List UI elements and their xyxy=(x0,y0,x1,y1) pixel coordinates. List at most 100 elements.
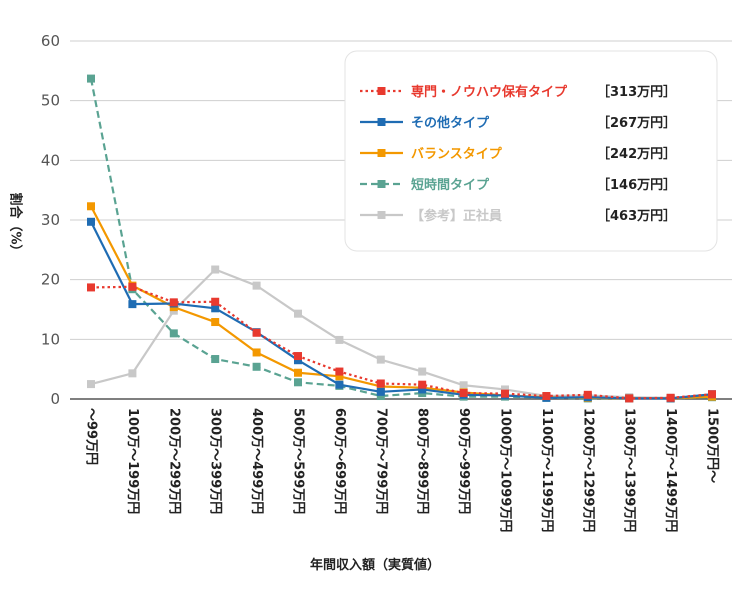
data-point xyxy=(666,393,675,402)
x-tick-label: 800万～899万円 xyxy=(415,408,430,514)
x-axis-title: 年間収入額（実質値） xyxy=(310,557,440,573)
data-point xyxy=(252,281,261,290)
data-point xyxy=(376,387,385,396)
data-point xyxy=(87,283,95,292)
legend-items: 専門・ノウハウ保有タイプ ［313万円］ その他タイプ ［267万円］ バランスタイプ ［… xyxy=(360,84,676,224)
data-point xyxy=(335,367,344,376)
data-point xyxy=(459,381,468,390)
x-tick-label: 600万～699万円 xyxy=(332,408,347,514)
legend-value: ［463万円］ xyxy=(597,208,676,224)
series-0 xyxy=(87,282,716,403)
y-tick-label: 10 xyxy=(41,330,60,348)
data-point xyxy=(87,380,95,389)
y-tick-label: 20 xyxy=(41,271,60,289)
legend-swatch-marker xyxy=(377,118,386,126)
data-point xyxy=(87,202,95,211)
x-tick-label: 100万～199万円 xyxy=(125,408,140,514)
x-tick-label: 1000万～1099万円 xyxy=(498,408,513,532)
data-point xyxy=(169,329,178,338)
legend-swatch-marker xyxy=(377,180,386,188)
x-tick-label: 200万～299万円 xyxy=(166,408,181,514)
data-point xyxy=(128,282,137,291)
data-point xyxy=(211,265,220,274)
data-point xyxy=(459,389,468,398)
data-point xyxy=(335,335,344,344)
data-point xyxy=(335,380,344,389)
data-point xyxy=(252,328,261,337)
data-point xyxy=(128,369,137,378)
legend-label: 専門・ノウハウ保有タイプ xyxy=(411,84,568,100)
legend-label: バランスタイプ xyxy=(411,147,503,162)
series-line xyxy=(90,285,713,400)
x-tick-label: 300万～399万円 xyxy=(208,408,223,514)
legend-swatch-marker xyxy=(377,87,386,95)
y-tick-label: 30 xyxy=(41,211,60,229)
legend-item: バランスタイプ ［242万円］ xyxy=(360,146,676,162)
legend-value: ［146万円］ xyxy=(597,177,676,193)
data-point xyxy=(294,368,302,377)
y-axis-ticks: 0 10 20 30 40 50 60 xyxy=(41,32,60,408)
data-point xyxy=(376,392,385,401)
x-axis-ticks: ～99万円 100万～199万円 200万～299万円 300万～399万円 400万～… xyxy=(84,408,720,532)
data-point xyxy=(211,297,220,306)
y-tick-label: 0 xyxy=(50,390,60,408)
data-point xyxy=(211,355,220,364)
x-tick-label: 400万～499万円 xyxy=(249,408,264,514)
data-point xyxy=(583,390,592,399)
series-line xyxy=(89,78,713,400)
data-point xyxy=(211,304,220,313)
series-lines xyxy=(87,74,716,403)
y-axis-title: 割合（%） xyxy=(8,192,24,257)
y-tick-label: 40 xyxy=(41,151,60,169)
x-tick-label: 1500万円～ xyxy=(705,408,720,483)
legend-value: ［313万円］ xyxy=(597,84,676,100)
data-point xyxy=(252,348,261,357)
data-point xyxy=(294,356,302,365)
data-point xyxy=(418,385,427,394)
data-point xyxy=(294,309,302,318)
data-point xyxy=(542,392,551,401)
data-point xyxy=(294,352,302,361)
legend-box xyxy=(344,50,718,252)
data-point xyxy=(87,74,95,83)
x-tick-label: 900万～999万円 xyxy=(456,408,471,514)
x-tick-label: 500万～599万円 xyxy=(291,408,306,514)
legend-value: ［242万円］ xyxy=(597,146,676,162)
x-tick-label: 1300万～1399万円 xyxy=(622,408,637,532)
legend-label: その他タイプ xyxy=(411,115,490,131)
legend-value: ［267万円］ xyxy=(597,115,676,131)
data-point xyxy=(335,372,344,381)
data-point xyxy=(625,394,634,403)
data-point xyxy=(376,355,385,364)
data-point xyxy=(501,385,509,394)
y-tick-label: 60 xyxy=(41,32,60,50)
data-point xyxy=(128,300,137,309)
legend-item: 短時間タイプ ［146万円］ xyxy=(360,177,676,193)
data-point xyxy=(501,389,509,398)
legend: 専門・ノウハウ保有タイプ ［313万円］ その他タイプ ［267万円］ バランスタイプ ［… xyxy=(344,50,718,252)
x-tick-label: 1400万～1499万円 xyxy=(663,408,678,532)
legend-item: 【参考】正社員 ［463万円］ xyxy=(360,208,676,224)
series-line xyxy=(90,268,713,399)
data-point xyxy=(708,390,716,399)
legend-item: その他タイプ ［267万円］ xyxy=(360,115,676,131)
data-point xyxy=(211,318,220,327)
data-point xyxy=(169,298,178,307)
data-point xyxy=(294,378,302,387)
legend-item: 専門・ノウハウ保有タイプ ［313万円］ xyxy=(360,84,676,100)
x-tick-label: 1200万～1299万円 xyxy=(580,408,595,532)
x-tick-label: 1100万～1199万円 xyxy=(539,408,554,532)
x-tick-label: 700万～799万円 xyxy=(373,408,388,514)
legend-swatch-marker xyxy=(377,211,386,219)
legend-label: 【参考】正社員 xyxy=(411,208,502,224)
data-point xyxy=(252,362,261,371)
data-point xyxy=(376,379,385,388)
y-tick-label: 50 xyxy=(41,92,60,110)
legend-label: 短時間タイプ xyxy=(411,177,490,193)
data-point xyxy=(87,217,95,226)
data-point xyxy=(418,367,427,376)
series-line xyxy=(90,221,713,400)
x-tick-label: ～99万円 xyxy=(84,408,99,465)
